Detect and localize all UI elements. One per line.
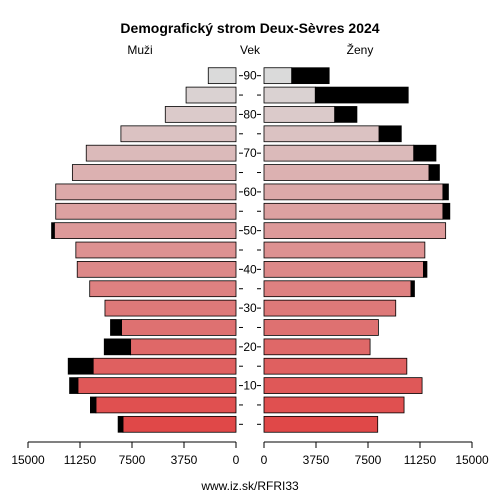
male-bar-10-14	[77, 377, 237, 394]
age-label-40: 40	[243, 262, 257, 276]
male-bar-60-64	[55, 183, 237, 201]
male-bar-15-19	[92, 357, 237, 375]
female-bar-55-59	[263, 202, 444, 220]
male-bar-65-69	[71, 164, 237, 181]
female-bar-30-34	[263, 299, 397, 317]
female-bar-60-64	[263, 183, 444, 201]
age-label-10: 10	[243, 379, 257, 393]
left-x-tick-label: 11250	[64, 453, 97, 467]
female-surplus-80-84	[334, 106, 358, 123]
female-surplus-70-74	[413, 144, 437, 162]
female-bar-10-14	[263, 377, 423, 394]
male-surplus-5-9	[90, 396, 97, 414]
chart-title: Demografický strom Deux-Sèvres 2024	[120, 20, 379, 36]
male-bar-70-74	[85, 144, 237, 162]
age-label-80: 80	[243, 107, 257, 121]
male-bar-75-79	[120, 125, 237, 143]
left-x-tick-label: 3750	[171, 453, 198, 467]
bars-layer	[51, 67, 451, 433]
male-label: Muži	[127, 43, 152, 57]
right-x-tick-label: 7500	[355, 453, 382, 467]
female-bar-0-4	[263, 415, 379, 433]
female-bar-5-9	[263, 396, 405, 414]
age-label-70: 70	[243, 146, 257, 160]
female-bar-15-19	[263, 357, 408, 375]
female-bar-35-39	[263, 280, 412, 298]
female-bar-80-84	[263, 106, 336, 123]
female-surplus-65-69	[428, 164, 440, 181]
age-label-30: 30	[243, 301, 257, 315]
male-bar-30-34	[104, 299, 237, 317]
male-bar-80-84	[164, 106, 237, 123]
source-label: www.iz.sk/RFRI33	[200, 479, 299, 493]
male-bar-5-9	[95, 396, 237, 414]
male-bar-50-54	[53, 222, 237, 239]
left-x-tick-label: 7500	[119, 453, 146, 467]
male-bar-0-4	[122, 415, 237, 433]
male-bar-85-89	[185, 86, 237, 104]
female-bar-50-54	[263, 222, 447, 239]
female-label: Ženy	[347, 42, 374, 57]
right-x-tick-label: 11250	[404, 453, 437, 467]
female-bar-25-29	[263, 319, 379, 336]
female-bar-40-44	[263, 261, 424, 278]
age-label: Vek	[240, 43, 261, 57]
male-surplus-15-19	[67, 357, 94, 375]
female-bar-85-89	[263, 86, 316, 104]
male-bar-45-49	[75, 241, 237, 259]
male-bar-25-29	[121, 319, 237, 336]
female-bar-65-69	[263, 164, 430, 181]
age-label-90: 90	[243, 69, 257, 83]
male-surplus-10-14	[69, 377, 79, 394]
female-bar-90+	[263, 67, 293, 85]
right-x-tick-label: 3750	[303, 453, 330, 467]
female-bar-75-79	[263, 125, 380, 143]
female-bar-20-24	[263, 338, 371, 356]
female-bar-70-74	[263, 144, 415, 162]
axes-layer: 0 0 3750 3750 7500 7500 11250 11250 15000 15000 10…	[11, 69, 489, 467]
male-surplus-25-29	[110, 319, 123, 336]
female-surplus-85-89	[314, 86, 409, 104]
female-surplus-40-44	[423, 261, 428, 278]
female-bar-45-49	[263, 241, 426, 259]
male-bar-55-59	[55, 202, 237, 220]
male-bar-90+	[207, 67, 237, 85]
left-x-tick-label: 15000	[11, 453, 45, 467]
male-bar-35-39	[89, 280, 237, 298]
female-surplus-55-59	[442, 202, 451, 220]
right-x-tick-label: 15000	[455, 453, 489, 467]
female-surplus-75-79	[378, 125, 402, 143]
male-bar-20-24	[130, 338, 237, 356]
age-label-60: 60	[243, 185, 257, 199]
male-surplus-50-54	[51, 222, 55, 239]
left-x-tick-label: 0	[233, 453, 240, 467]
male-surplus-20-24	[103, 338, 132, 356]
female-surplus-90+	[291, 67, 330, 85]
male-bar-40-44	[76, 261, 237, 278]
female-surplus-60-64	[442, 183, 449, 201]
age-label-50: 50	[243, 224, 257, 238]
right-x-tick-label: 0	[261, 453, 268, 467]
male-surplus-0-4	[117, 415, 124, 433]
age-label-20: 20	[243, 340, 257, 354]
female-surplus-35-39	[410, 280, 415, 298]
